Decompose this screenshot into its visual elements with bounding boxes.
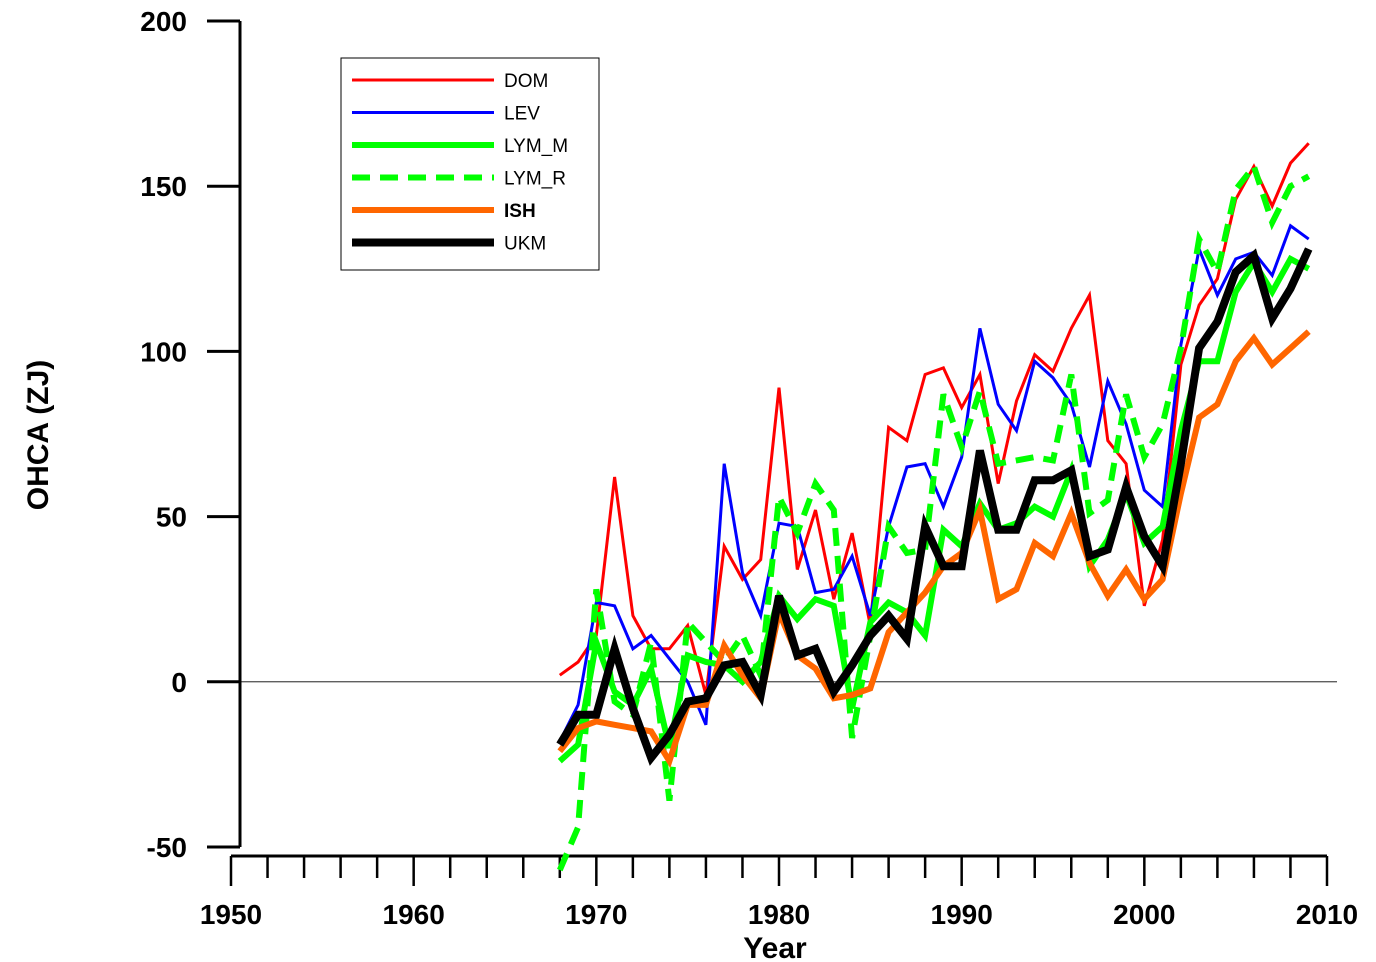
x-tick-label: 1990 bbox=[931, 899, 993, 930]
legend-label-lym_m: LYM_M bbox=[504, 136, 568, 157]
legend-label-ukm: UKM bbox=[504, 234, 546, 255]
y-tick-label: 50 bbox=[156, 502, 187, 533]
y-axis-title: OHCA (ZJ) bbox=[22, 360, 55, 511]
x-axis-title: Year bbox=[743, 932, 807, 962]
y-tick-label: 100 bbox=[140, 336, 187, 367]
x-tick-label: 1950 bbox=[200, 899, 262, 930]
legend: DOM LEV LYM_M LYM_R ISH UKM bbox=[340, 57, 600, 271]
x-tick-label: 2000 bbox=[1113, 899, 1175, 930]
y-tick-label: 0 bbox=[171, 667, 187, 698]
legend-label-lev: LEV bbox=[504, 104, 540, 125]
legend-label-ish: ISH bbox=[504, 201, 536, 222]
x-tick-label: 2010 bbox=[1296, 899, 1358, 930]
series-layer bbox=[556, 142, 1313, 872]
legend-label-dom: DOM bbox=[504, 71, 548, 92]
series-line-lym_m bbox=[557, 254, 1311, 764]
x-tick-label: 1960 bbox=[383, 899, 445, 930]
axes: -50 0 50 100 150 200 1950 1960 1970 1980 1990 2000 2… bbox=[140, 6, 1358, 930]
y-tick-label: 150 bbox=[140, 171, 187, 202]
legend-box bbox=[340, 57, 600, 271]
y-tick-label: -50 bbox=[147, 832, 187, 863]
y-tick-label: 200 bbox=[140, 6, 187, 37]
series-line-ukm bbox=[556, 247, 1313, 766]
series-line-lym_r bbox=[557, 160, 1311, 872]
legend-label-lym_r: LYM_R bbox=[504, 169, 566, 190]
x-tick-label: 1970 bbox=[565, 899, 627, 930]
x-tick-label: 1980 bbox=[748, 899, 810, 930]
